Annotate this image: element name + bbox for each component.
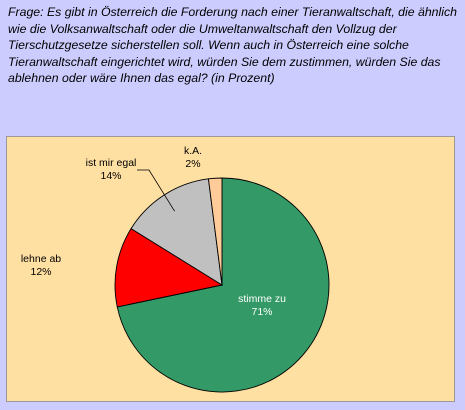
pie-slice-lehne-ab — [114, 227, 224, 308]
slice-label: lehne ab — [21, 253, 61, 265]
slice-value-label: 71% — [251, 306, 272, 318]
slice-value-label: 14% — [100, 170, 121, 182]
slice-value-label: 2% — [185, 158, 200, 170]
question-text: Frage: Es gibt in Österreich die Forderu… — [8, 5, 457, 86]
leader-line — [137, 169, 175, 212]
chart-panel: stimme zu 71% lehne ab 12% ist mir egal 14% k.… — [6, 136, 455, 402]
slice-label: k.A. — [184, 145, 202, 157]
leader-lines — [137, 169, 175, 212]
pie-slice-stimme-zu — [116, 177, 330, 393]
slice-label: ist mir egal — [86, 157, 137, 169]
slice-value-label: 12% — [30, 266, 51, 278]
pie-slice-k-a — [207, 177, 223, 286]
pie-slices — [114, 177, 330, 393]
slice-label: stimme zu — [238, 293, 286, 305]
